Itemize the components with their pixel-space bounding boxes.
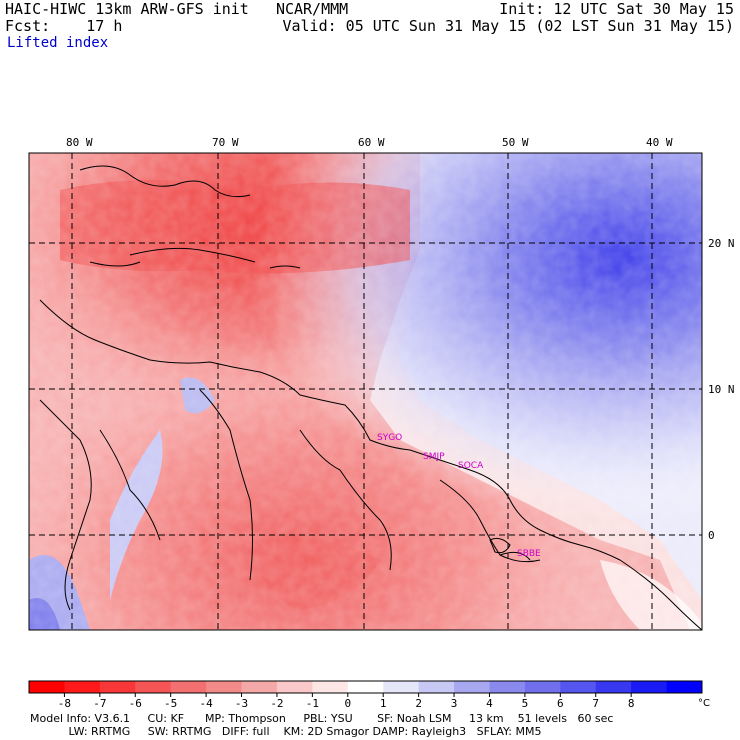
- colorbar-label: 8: [628, 697, 635, 710]
- colorbar-swatch: [241, 681, 278, 693]
- colorbar-label: 6: [557, 697, 564, 710]
- lon-label: 40 W: [646, 136, 673, 149]
- colorbar-swatch: [418, 681, 455, 693]
- colorbar-swatch: [560, 681, 597, 693]
- colorbar-swatch: [524, 681, 561, 693]
- lon-label: 80 W: [66, 136, 93, 149]
- colorbar-swatch: [312, 681, 349, 693]
- lat-label: 10 N: [708, 383, 735, 396]
- colorbar-swatch: [99, 681, 136, 693]
- colorbar-swatch: [631, 681, 668, 693]
- colorbar-label: 5: [522, 697, 529, 710]
- lon-label: 70 W: [212, 136, 239, 149]
- colorbar-swatch: [206, 681, 243, 693]
- colorbar-label: 7: [592, 697, 599, 710]
- colorbar-swatch: [666, 681, 703, 693]
- colorbar-swatch: [29, 681, 65, 693]
- colorbar-label: 0: [344, 697, 351, 710]
- colorbar-swatch: [276, 681, 313, 693]
- station-label: SOCA: [458, 461, 484, 471]
- colorbar: [28, 680, 703, 697]
- init-time: Init: 12 UTC Sat 30 May 15: [499, 0, 734, 18]
- valid-time: Valid: 05 UTC Sun 31 May 15 (02 LST Sun …: [282, 17, 734, 35]
- colorbar-label: 2: [415, 697, 422, 710]
- station-labels: SYGO SMJP SOCA SBBE: [377, 433, 541, 559]
- colorbar-label: -2: [270, 697, 283, 710]
- colorbar-swatch: [347, 681, 384, 693]
- colorbar-label: -4: [199, 697, 213, 710]
- latitude-labels: 20 N 10 N 0: [708, 237, 735, 542]
- coastlines: [39, 165, 702, 630]
- station-label: SYGO: [377, 433, 402, 443]
- station-label: SMJP: [423, 452, 445, 462]
- colorbar-unit: °C: [698, 698, 710, 709]
- model-info-line-1: Model Info: V3.6.1 CU: KF MP: Thompson P…: [30, 712, 614, 725]
- model-title: HAIC-HIWC 13km ARW-GFS init NCAR/MMM: [5, 0, 349, 18]
- colorbar-label: 4: [486, 697, 493, 710]
- lon-label: 50 W: [502, 136, 529, 149]
- colorbar-swatch: [64, 681, 101, 693]
- colorbar-swatch: [170, 681, 207, 693]
- map-frame: [28, 152, 703, 631]
- colorbar-swatch: [489, 681, 526, 693]
- lat-label: 0: [708, 529, 715, 542]
- colorbar-label: -6: [129, 697, 142, 710]
- colorbar-label: -5: [164, 697, 177, 710]
- colorbar-label: -1: [306, 697, 319, 710]
- colorbar-labels: -8 -7 -6 -5 -4 -3 -2 -1 0 1 2 3 4 5 6 7 8: [58, 697, 635, 710]
- model-info-line-2: LW: RRTMG SW: RRTMG DIFF: full KM: 2D Sm…: [30, 725, 542, 738]
- graticule: [29, 153, 702, 630]
- colorbar-label: 1: [380, 697, 387, 710]
- field-shading: SYGO SMJP SOCA SBBE: [29, 153, 702, 630]
- colorbar-swatch: [595, 681, 632, 693]
- colorbar-label: 3: [451, 697, 458, 710]
- forecast-hour: Fcst: 17 h: [5, 17, 123, 35]
- colorbar-swatch: [454, 681, 490, 693]
- colorbar-label: -7: [93, 697, 106, 710]
- field-name: Lifted index: [7, 35, 109, 51]
- colorbar-swatch: [135, 681, 172, 693]
- colorbar-swatch: [383, 681, 420, 693]
- colorbar-label: -3: [235, 697, 248, 710]
- colorbar-frame: [28, 680, 703, 694]
- lat-label: 20 N: [708, 237, 735, 250]
- station-label: SBBE: [517, 549, 541, 559]
- lon-label: 60 W: [358, 136, 385, 149]
- longitude-labels: 80 W 70 W 60 W 50 W 40 W: [66, 136, 673, 149]
- colorbar-label: -8: [58, 697, 71, 710]
